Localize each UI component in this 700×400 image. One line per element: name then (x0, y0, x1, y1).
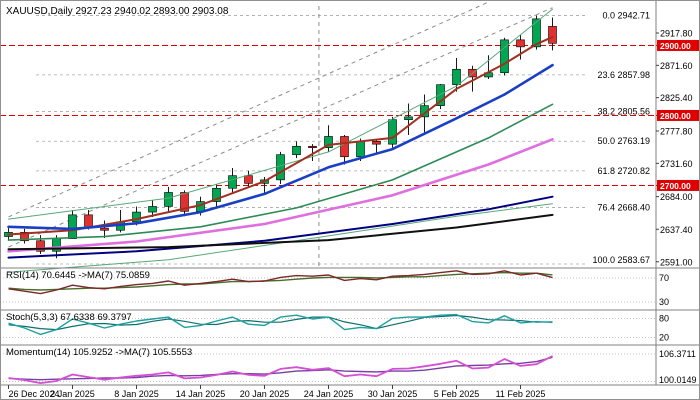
candle-body (324, 136, 333, 148)
ma-flat (7, 213, 554, 251)
rsi-axis-label: 70 (659, 273, 669, 283)
time-axis-label: 20 Jan 2025 (240, 389, 290, 399)
candle-body (20, 232, 29, 242)
candle-body (100, 227, 109, 231)
candle-body (548, 26, 557, 44)
time-axis-label: 5 Feb 2025 (434, 389, 480, 399)
candle-body (228, 175, 237, 189)
time-axis-label: 24 Jan 2025 (304, 389, 354, 399)
moving-average-overlays (7, 8, 554, 273)
fib-level-label: 0.0 2942.71 (602, 11, 650, 21)
price-level-badge-label: 2800.00 (660, 111, 691, 121)
price-axis-label: 2917.80 (660, 29, 693, 39)
stoch-label: Stoch(5,3,3) 67.6338 69.3797 (6, 312, 132, 323)
stoch-axis-label: 20 (659, 333, 669, 343)
price-axis-label: 2871.60 (660, 61, 693, 71)
envelope-line (8, 203, 553, 273)
momentum-label: Momentum(14) 105.9252 ->MA(7) 105.5553 (6, 347, 192, 358)
candle-body (308, 145, 317, 148)
ma-xlong (7, 195, 554, 259)
candle-body (404, 116, 413, 120)
price-axis-label: 2777.80 (660, 127, 693, 137)
price-axis-label: 2637.40 (660, 225, 693, 235)
candle-body (500, 39, 509, 74)
momentum-axis-label: 100.0149 (659, 375, 697, 385)
time-axis-label: 14 Jan 2025 (176, 389, 226, 399)
candle-body (164, 192, 173, 207)
candle-body (292, 145, 301, 155)
price-axis[interactable]: 70 30 80 20 106.3711 100.0149 2917.80 2900.00 28… (656, 29, 699, 386)
time-axis-label: 8 Jan 2025 (114, 389, 159, 399)
candle-body (532, 18, 541, 48)
candle-body (436, 84, 445, 106)
fib-level-label: 76.4 2668.40 (597, 203, 650, 213)
time-axis-label: 11 Feb 2025 (496, 389, 546, 399)
price-level-badge (657, 109, 699, 121)
time-axis-label: 2 Jan 2025 (50, 389, 95, 399)
price-axis-label: 2684.00 (660, 192, 693, 202)
candle-body (212, 187, 221, 202)
candle-body (180, 192, 189, 212)
envelope-line (8, 8, 553, 220)
candle-body (340, 136, 349, 158)
candle-body (132, 211, 141, 223)
fib-level-label: 23.6 2857.98 (597, 70, 650, 80)
rsi-line (8, 270, 553, 295)
chart-title: XAUUSD,Daily 2927.23 2940.02 2893.00 290… (6, 6, 229, 17)
fibonacci-retracement: 0.0 2942.71 23.6 2857.98 38.2 2805.56 50.0 … (36, 11, 650, 265)
momentum-line (8, 355, 553, 384)
ma-fast (7, 36, 554, 236)
time-axis-label: 26 Dec 2024 (9, 389, 60, 399)
candle-body (356, 141, 365, 158)
candle-body (452, 68, 461, 85)
rsi-label: RSI(14) 70.6445 ->MA(7) 75.0859 (6, 270, 150, 281)
candle-body (68, 214, 77, 239)
candle-body (244, 175, 253, 184)
candle-body (516, 39, 525, 48)
price-level-badge-label: 2900.00 (660, 41, 691, 51)
ma-long (7, 138, 554, 253)
price-axis-label: 2825.40 (660, 93, 693, 103)
price-axis-label: 2731.60 (660, 159, 693, 169)
fib-level-label: 61.8 2720.82 (597, 166, 650, 176)
candle-body (36, 240, 45, 252)
price-axis-label: 2591.00 (660, 257, 693, 267)
candle-body (372, 141, 381, 145)
candle-body (388, 119, 397, 145)
indicator-panes (0, 270, 656, 384)
rsi-axis-label: 30 (659, 297, 669, 307)
price-level-badge (657, 179, 699, 191)
stoch-d-line (8, 314, 553, 331)
fib-level-label: 50.0 2763.19 (597, 136, 650, 146)
fib-level-label: 100.0 2583.67 (592, 255, 650, 265)
stoch-k-line (8, 313, 553, 336)
time-axis-label: 30 Jan 2025 (368, 389, 418, 399)
ma-slow (7, 103, 554, 241)
price-level-badge (657, 39, 699, 51)
ma-mid (7, 63, 554, 231)
candle-body (148, 206, 157, 213)
candle-body (276, 154, 285, 181)
momentum-axis-label: 106.3711 (659, 349, 696, 359)
stoch-axis-label: 80 (659, 313, 669, 323)
fib-level-label: 38.2 2805.56 (597, 107, 650, 117)
price-level-badge-label: 2700.00 (660, 181, 691, 191)
